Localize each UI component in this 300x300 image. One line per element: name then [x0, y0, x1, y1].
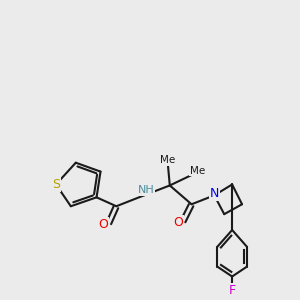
- Text: N: N: [210, 187, 219, 200]
- Text: O: O: [99, 218, 108, 231]
- Text: NH: NH: [138, 185, 154, 195]
- Text: S: S: [52, 178, 60, 191]
- Text: Me: Me: [190, 166, 205, 176]
- Text: Me: Me: [160, 155, 176, 165]
- Text: F: F: [229, 284, 236, 297]
- Text: O: O: [173, 216, 183, 229]
